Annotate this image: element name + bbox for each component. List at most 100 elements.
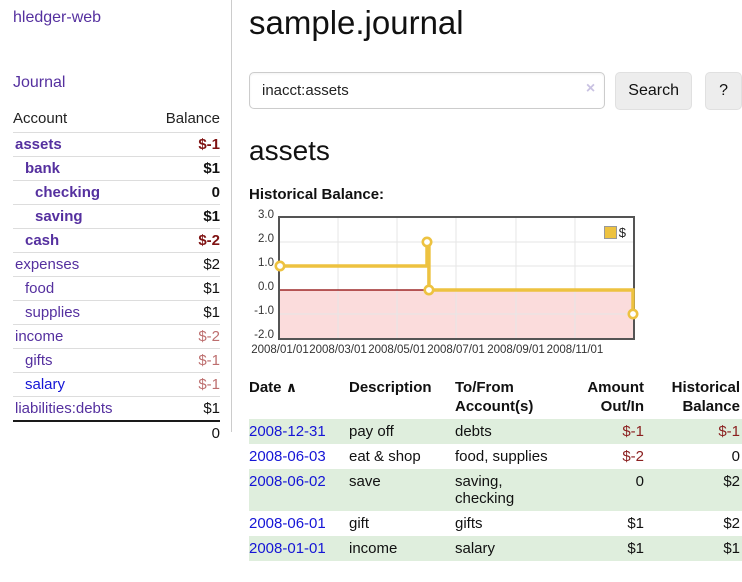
y-tick-label: 0.0 (258, 281, 274, 293)
transaction-description: pay off (349, 423, 394, 440)
x-tick-label: 2008/01/01 (251, 344, 309, 356)
account-balance: $-2 (147, 324, 220, 349)
chart-canvas (274, 218, 639, 338)
date-sort-header[interactable]: Date ∧ (249, 379, 298, 396)
account-row: bank $1 (13, 156, 220, 181)
account-link[interactable]: food (25, 280, 55, 297)
account-link[interactable]: checking (35, 184, 101, 201)
register-row: 2008-01-01 income salary $1 $1 (249, 536, 742, 561)
legend-series-swatch (603, 226, 617, 239)
register-row: 2008-12-31 pay off debts $-1 $-1 (249, 419, 742, 444)
account-link[interactable]: expenses (15, 256, 80, 273)
sort-ascending-icon: ∧ (285, 379, 298, 395)
x-tick-label: 2008/05/01 (368, 344, 426, 356)
transaction-description: save (349, 473, 381, 490)
account-row: saving $1 (13, 204, 220, 229)
transaction-accounts: gifts (455, 515, 483, 532)
register-row: 2008-06-03 eat & shop food, supplies $-2… (249, 444, 742, 469)
total-row: 0 (13, 420, 220, 445)
balance-column-header: Balance (147, 107, 220, 133)
account-row: liabilities:debts $1 (13, 396, 220, 422)
transaction-accounts: salary (455, 540, 496, 557)
transaction-balance: $1 (723, 540, 740, 557)
account-balance: $1 (147, 396, 220, 422)
account-row: assets $-1 (13, 132, 220, 157)
transaction-balance: $-1 (718, 423, 740, 440)
balance-column-header-register: Historical Balance (671, 379, 740, 415)
account-row: salary $-1 (13, 372, 220, 397)
transaction-amount: $1 (627, 515, 644, 532)
account-heading: assets (249, 135, 330, 166)
x-tick-label: 2008/11/01 (546, 344, 604, 356)
register-table: Date ∧ Description To/From Account(s) Am… (249, 376, 742, 561)
account-balance: $-2 (147, 228, 220, 253)
account-row: checking 0 (13, 180, 220, 205)
account-link[interactable]: salary (25, 376, 66, 393)
transaction-date-link[interactable]: 2008-06-03 (249, 448, 326, 465)
balance-chart: 3.0 2.0 1.0 0.0 -1.0 -2.0 $ 2008/01/01 2008/03… (249, 209, 742, 361)
transaction-date-link[interactable]: 2008-06-02 (249, 473, 326, 490)
search-form: × Search ? (249, 72, 742, 110)
x-tick-label: 2008/09/01 (487, 344, 545, 356)
account-balance: $-1 (147, 348, 220, 373)
clear-search-icon[interactable]: × (585, 80, 596, 97)
search-input[interactable] (249, 72, 606, 109)
transaction-balance: $2 (723, 515, 740, 532)
main-content: sample.journal × Search ? assets Histori… (249, 0, 742, 561)
nav-journal-link[interactable]: Journal (13, 74, 66, 91)
y-tick-label: 2.0 (258, 233, 274, 245)
account-balances-table: Account Balance assets $-1 bank $1 check… (13, 107, 220, 445)
transaction-accounts: food, supplies (455, 448, 548, 465)
search-button[interactable]: Search (615, 72, 693, 110)
transaction-amount: 0 (635, 473, 644, 490)
account-row: income $-2 (13, 324, 220, 349)
account-row: expenses $2 (13, 252, 220, 277)
sidebar: hledger-web Journal Account Balance asse… (0, 0, 232, 445)
transaction-date-link[interactable]: 2008-01-01 (249, 540, 326, 557)
account-balance: $-1 (147, 372, 220, 397)
account-link[interactable]: gifts (25, 352, 53, 369)
transaction-amount: $-1 (622, 423, 644, 440)
transaction-date-link[interactable]: 2008-12-31 (249, 423, 326, 440)
register-row: 2008-06-02 save saving, checking 0 $2 (249, 469, 742, 511)
account-link[interactable]: liabilities:debts (15, 400, 113, 417)
account-row: supplies $1 (13, 300, 220, 325)
description-column-header: Description (349, 379, 432, 396)
legend-series-label: $ (618, 225, 626, 240)
account-link[interactable]: income (15, 328, 64, 345)
account-balance: $1 (147, 276, 220, 301)
account-balance: $1 (147, 156, 220, 181)
y-tick-label: -2.0 (254, 329, 274, 341)
transaction-accounts: saving, checking (455, 473, 515, 507)
transaction-amount: $-2 (622, 448, 644, 465)
account-row: cash $-2 (13, 228, 220, 253)
account-link[interactable]: supplies (25, 304, 81, 321)
transaction-date-link[interactable]: 2008-06-01 (249, 515, 326, 532)
account-link[interactable]: assets (15, 136, 62, 153)
search-box: × (249, 72, 606, 110)
transaction-description: gift (349, 515, 370, 532)
x-tick-label: 2008/07/01 (427, 344, 485, 356)
account-link[interactable]: cash (25, 232, 60, 249)
account-link[interactable]: bank (25, 160, 61, 177)
chart-heading: Historical Balance: (249, 186, 385, 203)
transaction-balance: $2 (723, 473, 740, 490)
app-title-link[interactable]: hledger-web (13, 9, 102, 26)
amount-column-header: Amount Out/In (587, 379, 644, 415)
account-link[interactable]: saving (35, 208, 83, 225)
transaction-accounts: debts (455, 423, 492, 440)
total-balance: 0 (147, 420, 220, 445)
account-balance: 0 (147, 180, 220, 205)
chart-legend: $ (601, 224, 628, 241)
transaction-description: eat & shop (349, 448, 421, 465)
help-button[interactable]: ? (705, 72, 742, 110)
account-column-header: Account (13, 107, 148, 133)
y-tick-label: -1.0 (254, 305, 274, 317)
transaction-balance: 0 (731, 448, 740, 465)
transaction-amount: $1 (627, 540, 644, 557)
page-title: sample.journal (249, 4, 464, 41)
y-tick-label: 3.0 (258, 209, 274, 221)
account-row: gifts $-1 (13, 348, 220, 373)
chart-plot-area: $ (274, 216, 639, 340)
account-balance: $1 (147, 204, 220, 229)
